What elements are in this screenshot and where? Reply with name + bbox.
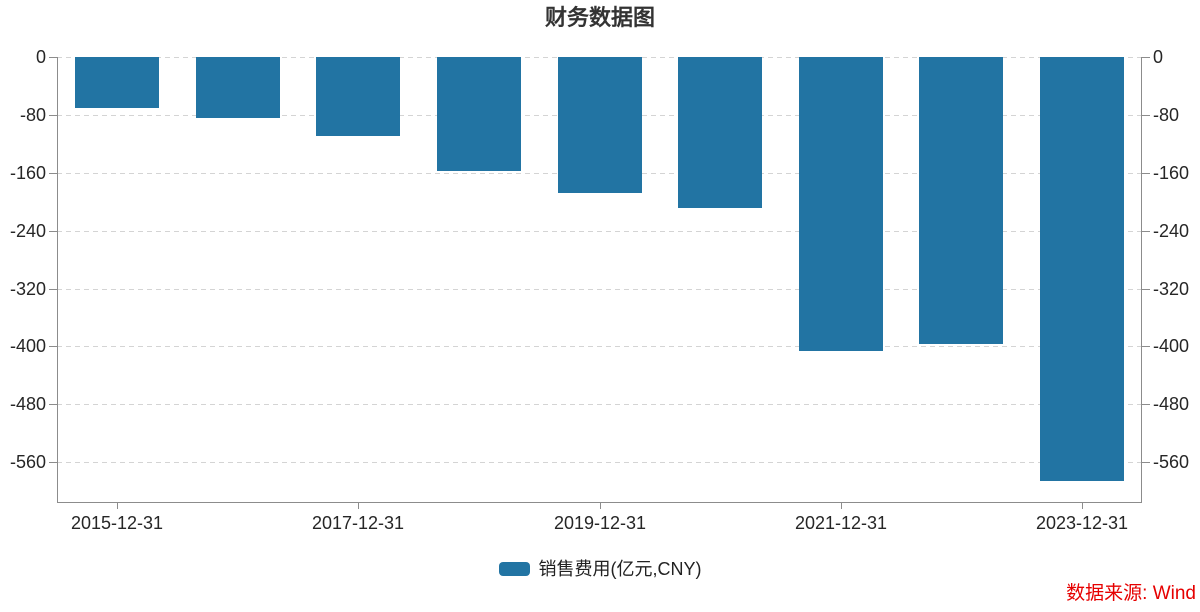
gridline bbox=[57, 230, 1142, 232]
y-axis-label-left: -560 bbox=[9, 452, 46, 472]
y-axis-tick-left bbox=[49, 462, 57, 463]
y-axis-tick-left bbox=[49, 289, 57, 290]
y-axis-tick-left bbox=[49, 173, 57, 174]
y-axis-label-left: 0 bbox=[35, 47, 46, 67]
y-axis-line-right bbox=[1141, 57, 1142, 502]
bar-2018-12-31[interactable] bbox=[437, 57, 521, 171]
y-axis-label-right: -80 bbox=[1153, 105, 1180, 125]
y-axis-label-right: -400 bbox=[1153, 336, 1190, 356]
y-axis-label-right: -480 bbox=[1153, 394, 1190, 414]
y-axis-line-left bbox=[57, 57, 58, 502]
y-axis-tick-left bbox=[49, 404, 57, 405]
bar-2022-12-31[interactable] bbox=[919, 57, 1003, 344]
y-axis-tick-left bbox=[49, 57, 57, 58]
y-axis-tick-right bbox=[1142, 57, 1150, 58]
y-axis-tick-right bbox=[1142, 289, 1150, 290]
x-axis-tick bbox=[841, 502, 842, 509]
legend-item[interactable]: 销售费用(亿元,CNY) bbox=[0, 556, 1200, 582]
y-axis-tick-right bbox=[1142, 115, 1150, 116]
y-axis-tick-left bbox=[49, 115, 57, 116]
y-axis-tick-right bbox=[1142, 404, 1150, 405]
gridline bbox=[57, 345, 1142, 347]
y-axis-tick-left bbox=[49, 346, 57, 347]
bar-2021-12-31[interactable] bbox=[799, 57, 883, 351]
y-axis-tick-right bbox=[1142, 346, 1150, 347]
y-axis-label-right: -240 bbox=[1153, 221, 1190, 241]
bar-2020-12-31[interactable] bbox=[678, 57, 762, 208]
x-axis-label: 2017-12-31 bbox=[311, 513, 405, 533]
x-axis-tick bbox=[600, 502, 601, 509]
x-axis-label: 2021-12-31 bbox=[794, 513, 888, 533]
bar-2019-12-31[interactable] bbox=[558, 57, 642, 193]
y-axis-tick-right bbox=[1142, 173, 1150, 174]
x-axis-tick bbox=[117, 502, 118, 509]
data-source-note: 数据来源: Wind bbox=[1066, 583, 1196, 604]
y-axis-tick-right bbox=[1142, 462, 1150, 463]
bar-2016-12-31[interactable] bbox=[196, 57, 280, 118]
bar-2015-12-31[interactable] bbox=[75, 57, 159, 108]
x-axis-tick bbox=[1082, 502, 1083, 509]
x-axis-label: 2015-12-31 bbox=[70, 513, 164, 533]
gridline bbox=[57, 288, 1142, 290]
y-axis-label-left: -320 bbox=[9, 279, 46, 299]
y-axis-label-left: -480 bbox=[9, 394, 46, 414]
gridline bbox=[57, 403, 1142, 405]
chart-title: 财务数据图 bbox=[544, 5, 655, 30]
x-axis-line bbox=[57, 502, 1142, 503]
gridline bbox=[57, 461, 1142, 463]
y-axis-label-right: -320 bbox=[1153, 279, 1190, 299]
legend-swatch-icon bbox=[498, 562, 530, 576]
x-axis-label: 2019-12-31 bbox=[553, 513, 647, 533]
bar-2017-12-31[interactable] bbox=[316, 57, 400, 136]
y-axis-label-left: -160 bbox=[9, 163, 46, 183]
y-axis-label-left: -80 bbox=[19, 105, 46, 125]
y-axis-tick-left bbox=[49, 231, 57, 232]
y-axis-label-right: -560 bbox=[1153, 452, 1190, 472]
y-axis-label-right: -160 bbox=[1153, 163, 1190, 183]
y-axis-label-left: -400 bbox=[9, 336, 46, 356]
legend-label: 销售费用(亿元,CNY) bbox=[538, 559, 702, 579]
y-axis-tick-right bbox=[1142, 231, 1150, 232]
x-axis-label: 2023-12-31 bbox=[1035, 513, 1129, 533]
y-axis-label-left: -240 bbox=[9, 221, 46, 241]
x-axis-tick bbox=[358, 502, 359, 509]
y-axis-label-right: 0 bbox=[1153, 47, 1164, 67]
bar-2023-12-31[interactable] bbox=[1040, 57, 1124, 481]
